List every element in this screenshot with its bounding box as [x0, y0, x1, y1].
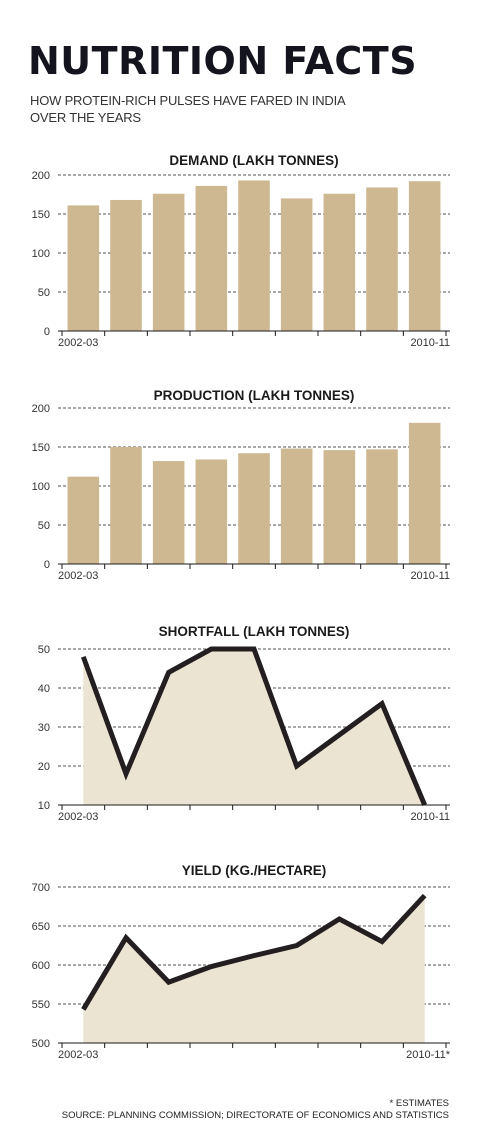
- y-tick-label: 650: [32, 921, 50, 933]
- y-tick-label: 100: [32, 481, 50, 493]
- shortfall-chart: SHORTFALL (LAKH TONNES) 10 20 30 40 50 2002-03…: [38, 624, 450, 823]
- bar: [152, 461, 185, 564]
- bar: [152, 193, 185, 331]
- bar: [366, 187, 398, 331]
- footnote: * ESTIMATES: [389, 1098, 449, 1109]
- x-tick-label: 2010-11: [410, 570, 450, 582]
- bar: [238, 453, 270, 564]
- y-tick-label: 550: [32, 999, 50, 1011]
- x-tick-label: 2010-11: [410, 337, 450, 349]
- page-subtitle: HOW PROTEIN-RICH PULSES HAVE FARED IN IN…: [30, 93, 345, 125]
- y-tick-label: 600: [32, 960, 50, 972]
- bar: [323, 450, 356, 564]
- series-line: [81, 893, 427, 1011]
- source-note: SOURCE: PLANNING COMMISSION; DIRECTORATE…: [61, 1110, 449, 1121]
- bar: [238, 180, 270, 331]
- bar: [366, 449, 398, 564]
- y-tick-label: 700: [32, 882, 50, 894]
- y-tick-label: 200: [32, 170, 50, 182]
- y-tick-label: 50: [38, 520, 50, 532]
- y-tick-label: 150: [32, 442, 50, 454]
- bar: [195, 459, 228, 564]
- y-tick-label: 500: [32, 1038, 50, 1050]
- y-tick-label: 40: [38, 683, 50, 695]
- demand-chart: DEMAND (LAKH TONNES) 0 50 100 150 200 2002-03 2…: [32, 153, 450, 349]
- bar: [280, 448, 313, 564]
- yield-chart: YIELD (KG./HECTARE) 500 550 600 650 700 2002-0…: [32, 863, 451, 1061]
- chart-title: PRODUCTION (LAKH TONNES): [154, 388, 355, 403]
- area-fill: [83, 649, 425, 805]
- bar: [323, 193, 356, 331]
- bar: [110, 447, 142, 564]
- bar: [408, 422, 441, 564]
- y-tick-label: 20: [38, 761, 50, 773]
- chart-title: SHORTFALL (LAKH TONNES): [159, 624, 350, 639]
- x-tick-label: 2002-03: [58, 811, 98, 823]
- y-tick-label: 30: [38, 722, 50, 734]
- y-tick-label: 100: [32, 248, 50, 260]
- y-tick-label: 0: [44, 559, 50, 571]
- series-line: [80, 646, 427, 806]
- bar: [67, 476, 100, 564]
- production-chart: PRODUCTION (LAKH TONNES) 0 50 100 150 200 2002…: [32, 388, 450, 582]
- x-tick-label: 2002-03: [58, 337, 98, 349]
- y-tick-label: 50: [38, 287, 50, 299]
- x-tick-label: 2002-03: [58, 1049, 98, 1061]
- area-fill: [83, 887, 425, 1043]
- bar: [67, 205, 100, 331]
- bar: [280, 198, 313, 331]
- x-tick-label: 2010-11*: [406, 1049, 451, 1061]
- y-tick-label: 50: [38, 644, 50, 656]
- bar: [195, 185, 228, 331]
- x-tick-label: 2002-03: [58, 570, 98, 582]
- bar: [408, 181, 441, 331]
- chart-title: YIELD (KG./HECTARE): [182, 863, 327, 878]
- chart-title: DEMAND (LAKH TONNES): [169, 153, 338, 168]
- page-title: NUTRITION FACTS: [28, 39, 418, 83]
- y-tick-label: 10: [38, 800, 50, 812]
- x-tick-label: 2010-11: [410, 811, 450, 823]
- y-tick-label: 200: [32, 403, 50, 415]
- footer-notes: * ESTIMATES SOURCE: PLANNING COMMISSION;…: [62, 1098, 449, 1122]
- bar: [110, 199, 142, 331]
- y-tick-label: 150: [32, 209, 50, 221]
- y-tick-label: 0: [44, 326, 50, 338]
